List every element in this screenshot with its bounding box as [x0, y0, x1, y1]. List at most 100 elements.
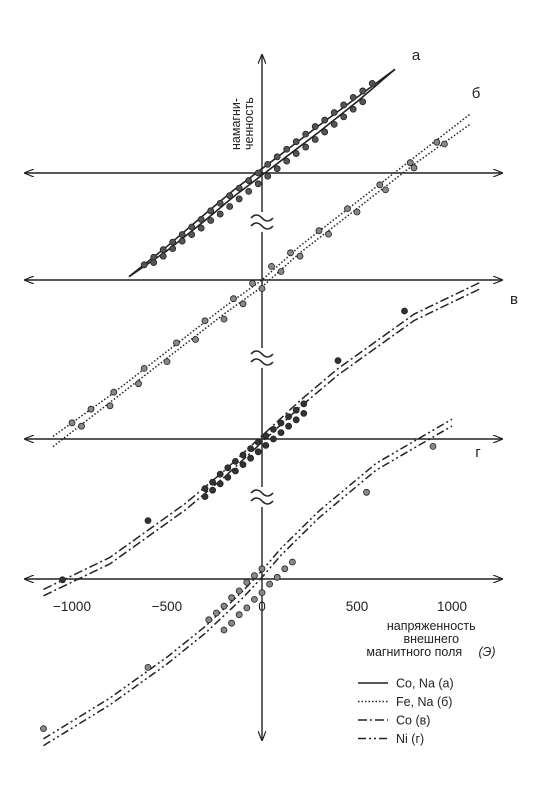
data-point-1-2-20 [330, 121, 338, 128]
data-point-2-1-6 [201, 317, 209, 325]
x-axis-title: напряженность внешнего магнитного поля (… [366, 619, 495, 659]
data-point-1-2-1 [150, 259, 158, 267]
legend: Co, Na (а) Fe, Na (б) Co (в) Ni (г) [358, 677, 454, 746]
data-point-1-2-16 [292, 150, 300, 157]
data-point-4-1-2 [212, 609, 220, 617]
data-point-3-3-4 [401, 307, 408, 315]
data-point-4-3-3 [363, 488, 370, 496]
data-point-1-1-6 [188, 223, 196, 231]
legend-label-2: Fe, Na (б) [396, 695, 452, 709]
data-point-3-1-6 [239, 451, 247, 459]
data-point-1-1-13 [254, 169, 262, 177]
x-axis-title-line-1: напряженность [387, 619, 476, 633]
data-point-3-2-6 [239, 461, 247, 469]
data-point-2-1-15 [433, 138, 441, 146]
data-point-1-1-16 [283, 145, 291, 153]
legend-label-1: Co, Na (а) [396, 677, 454, 691]
data-point-1-2-23 [359, 98, 367, 106]
data-point-1-2-4 [178, 237, 186, 245]
data-point-2-2-8 [258, 285, 266, 292]
data-point-3-2-12 [285, 422, 293, 430]
data-point-3-1-11 [277, 419, 285, 427]
data-point-4-3-1 [40, 725, 47, 732]
data-point-2-1-11 [315, 227, 323, 235]
data-point-1-1-1 [140, 261, 148, 269]
axis-break-3-wave-1 [250, 489, 274, 497]
data-point-3-1-13 [292, 406, 300, 414]
x-axis-title-line-2: внешнего [403, 632, 459, 646]
data-point-3-2-14 [300, 409, 308, 417]
data-point-3-2-3 [216, 480, 224, 488]
data-point-3-2-2 [209, 486, 217, 494]
data-point-3-3-2 [144, 517, 152, 524]
data-point-1-2-11 [245, 187, 253, 195]
curve-label-1: а [412, 47, 421, 64]
y-axis-title-line-1: намагни- [229, 98, 243, 150]
data-point-2-2-2 [106, 402, 114, 410]
axis-break-1-wave-2 [250, 222, 274, 230]
x-tick-label-1: −1000 [53, 599, 91, 614]
data-point-3-2-1 [201, 493, 209, 501]
x-tick-label-3: 0 [258, 599, 266, 614]
data-point-3-2-4 [224, 473, 232, 481]
data-point-1-2-18 [311, 136, 319, 143]
data-point-3-2-8 [254, 448, 262, 456]
data-point-2-1-1 [68, 419, 76, 427]
data-point-3-1-3 [216, 470, 224, 478]
curve-3-branch-1 [43, 287, 481, 597]
data-point-1-1-19 [311, 123, 319, 130]
data-point-1-2-13 [264, 172, 272, 180]
data-point-1-2-19 [321, 128, 329, 136]
data-point-1-1-24 [359, 87, 367, 95]
data-point-1-2-10 [235, 195, 243, 203]
data-point-2-1-12 [344, 205, 351, 213]
data-point-1-1-8 [207, 207, 215, 215]
data-point-3-2-7 [247, 454, 255, 462]
data-point-1-2-5 [188, 231, 196, 238]
data-point-2-1-4 [140, 364, 148, 372]
data-point-4-2-5 [250, 596, 258, 603]
data-point-4-1-5 [235, 587, 243, 595]
data-point-3-1-9 [262, 432, 270, 440]
axes-group [25, 55, 502, 740]
axis-break-1-wave-1 [250, 214, 274, 222]
data-point-2-2-10 [296, 252, 304, 260]
data-point-1-2-2 [159, 252, 167, 260]
data-point-2-2-7 [239, 300, 247, 308]
curve-label-2: б [472, 85, 481, 102]
data-point-1-1-3 [159, 246, 167, 254]
data-point-1-2-6 [197, 224, 205, 232]
data-point-1-1-5 [178, 231, 186, 238]
data-point-4-2-10 [288, 558, 296, 566]
data-point-1-2-7 [207, 217, 215, 224]
data-point-2-2-15 [440, 140, 448, 148]
data-point-4-2-2 [228, 619, 236, 627]
data-point-2-2-9 [277, 268, 285, 275]
data-point-3-2-9 [262, 441, 270, 449]
data-point-3-2-10 [269, 435, 277, 443]
data-point-2-1-13 [376, 181, 384, 189]
data-point-4-2-8 [273, 573, 281, 581]
data-point-3-1-14 [300, 400, 308, 408]
data-point-3-1-10 [269, 425, 277, 433]
data-point-4-2-1 [220, 626, 228, 634]
data-point-4-1-4 [228, 594, 236, 602]
data-point-1-1-18 [302, 130, 310, 138]
data-point-2-1-14 [406, 159, 414, 167]
data-point-3-1-5 [231, 457, 239, 465]
data-point-1-2-9 [226, 203, 234, 210]
data-point-2-2-14 [410, 164, 418, 172]
markers-group [40, 79, 448, 732]
y-axis-title-line-2: ченность [242, 97, 256, 150]
data-point-4-2-6 [258, 589, 266, 596]
data-point-1-2-22 [349, 105, 357, 113]
data-point-1-1-7 [197, 216, 205, 223]
data-point-3-3-1 [59, 576, 66, 584]
data-point-1-1-15 [273, 153, 281, 161]
data-point-3-1-4 [224, 464, 232, 472]
data-point-4-1-6 [243, 579, 251, 586]
data-point-1-1-22 [340, 101, 348, 109]
data-point-3-1-8 [254, 438, 262, 446]
data-point-1-1-4 [169, 238, 177, 246]
